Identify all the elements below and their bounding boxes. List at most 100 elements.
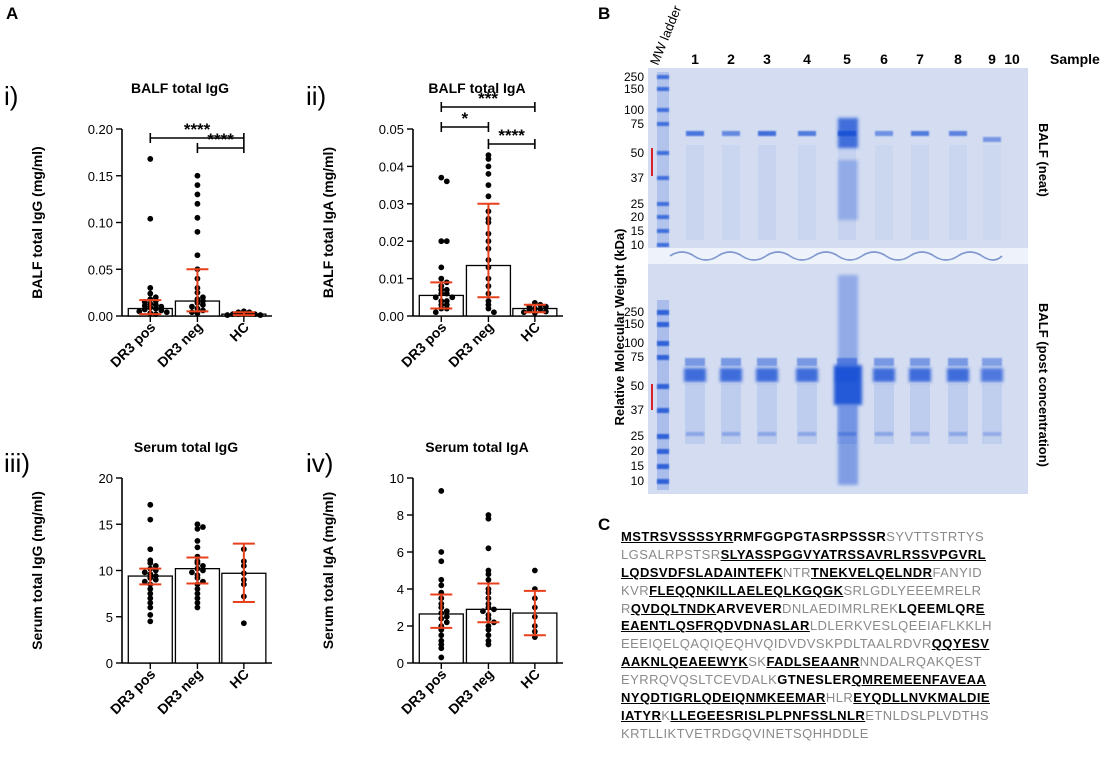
data-point <box>537 306 544 313</box>
chart-ii: ii) BALF total IgA BALF total IgA (mg/ml) 0… <box>306 80 563 370</box>
y-tick-label: 10 <box>390 471 404 486</box>
unmatched-sequence: KVR <box>621 582 650 598</box>
gel-marker-label: 37 <box>631 171 645 185</box>
data-point <box>443 608 450 615</box>
significance-label: **** <box>184 120 211 139</box>
data-point <box>194 525 201 532</box>
data-point <box>438 549 445 555</box>
gel-lane-smear <box>838 405 858 485</box>
gel-lane-smear <box>798 145 816 240</box>
identified-peptide: GTNESLER <box>777 672 852 688</box>
identified-peptide: MSTRSVSSSSYR <box>621 529 734 544</box>
identified-peptide: NYQDTIGRLQDEIQNMKEEMAR <box>621 690 826 706</box>
data-point <box>147 560 154 566</box>
identified-peptide: TNEKVELQELNDR <box>811 564 933 580</box>
gel-marker-label: 75 <box>631 350 645 364</box>
gel-sample-label: Sample <box>1050 51 1100 67</box>
y-tick-label: 0.03 <box>379 197 404 212</box>
gel-band-upper <box>685 358 705 366</box>
identified-peptide: EAENTLQSFRQDVDNASLAR <box>621 618 810 634</box>
unmatched-sequence: EYRRQVQSLTCEVDALK <box>621 672 778 688</box>
ladder-band <box>657 464 669 469</box>
gel-band-lower <box>949 432 967 436</box>
y-tick-label: 8 <box>397 508 404 523</box>
gel-marker-label: 10 <box>631 474 645 488</box>
panel-label-b: B <box>598 4 611 23</box>
gel-lane-smear <box>758 145 776 240</box>
y-tick-label: 6 <box>397 545 404 560</box>
chart-title: BALF total IgA <box>428 80 525 96</box>
category-label: HC <box>226 666 252 692</box>
y-tick-label: 0.02 <box>379 234 404 249</box>
data-point <box>485 305 492 312</box>
unmatched-sequence: LGSALRPSTSR <box>621 546 721 562</box>
gel-ylabel: Relative Molecular Weight (kDa) <box>612 229 627 426</box>
y-tick-label: 5 <box>106 610 113 625</box>
chart-ylabel: BALF total IgA (mg/ml) <box>320 147 336 298</box>
gel-band <box>983 137 1001 142</box>
chart-title: BALF total IgG <box>131 80 229 96</box>
category-label: DR3 neg <box>445 666 496 717</box>
unmatched-sequence: LDLERKVESLQEEIAFLKKLH <box>809 618 992 634</box>
gel-marker-label: 150 <box>624 82 644 96</box>
y-tick-label: 15 <box>99 517 113 532</box>
ladder-band <box>657 122 669 126</box>
category-label: HC <box>517 666 543 692</box>
data-point <box>485 576 492 583</box>
gel-marker-label: 250 <box>624 70 644 84</box>
data-point <box>194 182 201 189</box>
gel-bottom-panel-label: BALF (post concentration) <box>1036 303 1051 467</box>
category-label: DR3 pos <box>398 319 450 371</box>
gel-lane-smear <box>982 384 1002 444</box>
gel-lane-smear <box>983 145 1001 240</box>
gel-marker-label: 10 <box>631 238 645 252</box>
data-point <box>147 618 154 625</box>
category-label: DR3 neg <box>154 666 205 717</box>
ladder-band <box>657 384 669 389</box>
data-point <box>200 567 206 574</box>
data-point <box>147 586 154 592</box>
y-tick-label: 0 <box>106 656 113 671</box>
data-point <box>443 178 450 185</box>
gel-lane-smear <box>685 384 705 444</box>
significance-label: **** <box>498 126 525 145</box>
gel-marker-label: 50 <box>631 379 645 393</box>
gel-marker-label: 15 <box>631 459 645 473</box>
unmatched-sequence: FANYID <box>932 564 983 580</box>
sequence-line: KRTLLIKTVETRDGQVINETSQHHDDLE <box>621 725 1091 743</box>
data-point <box>147 156 154 162</box>
gel-lane-label: 8 <box>954 51 962 67</box>
data-point <box>438 238 445 245</box>
y-tick-label: 0.00 <box>88 309 113 324</box>
chart-title: Serum total IgG <box>134 439 238 455</box>
data-point <box>136 308 143 315</box>
data-point <box>432 294 439 301</box>
identified-peptide: QMREMEENFAVEAA <box>851 672 987 688</box>
ladder-band <box>657 322 669 327</box>
gel-lane-label: 10 <box>1004 51 1020 67</box>
y-tick-label: 0.05 <box>88 262 113 277</box>
data-point <box>443 290 450 297</box>
unmatched-sequence: R <box>621 600 631 616</box>
y-tick-label: 0.20 <box>88 122 113 137</box>
data-point <box>491 606 497 613</box>
gel-lane-smear <box>722 145 740 240</box>
data-point <box>485 156 492 162</box>
data-point <box>438 264 445 271</box>
significance-label: *** <box>478 89 498 108</box>
sequence-line: RQVDQLTNDKARVEVERDNLAEDIMRLREKLQEEMLQRE <box>621 600 1091 618</box>
gel-band-upper <box>757 358 777 366</box>
data-point <box>438 275 445 282</box>
identified-peptide: AAKNLQEAEEWYK <box>621 654 749 670</box>
data-point <box>485 515 492 522</box>
unmatched-sequence: KRTLLIKTVETRDGQVINETSQHHDDLE <box>621 725 869 741</box>
category-label: HC <box>226 319 252 345</box>
chart-ylabel: BALF total IgG (mg/ml) <box>29 146 45 298</box>
data-point <box>194 599 201 606</box>
ladder-band <box>657 310 669 315</box>
data-point <box>147 595 154 602</box>
gel-lane-label: 3 <box>763 51 771 67</box>
unmatched-sequence: SK <box>748 654 767 670</box>
unmatched-sequence: NTR <box>782 564 812 580</box>
gel-band-upper <box>948 358 968 366</box>
